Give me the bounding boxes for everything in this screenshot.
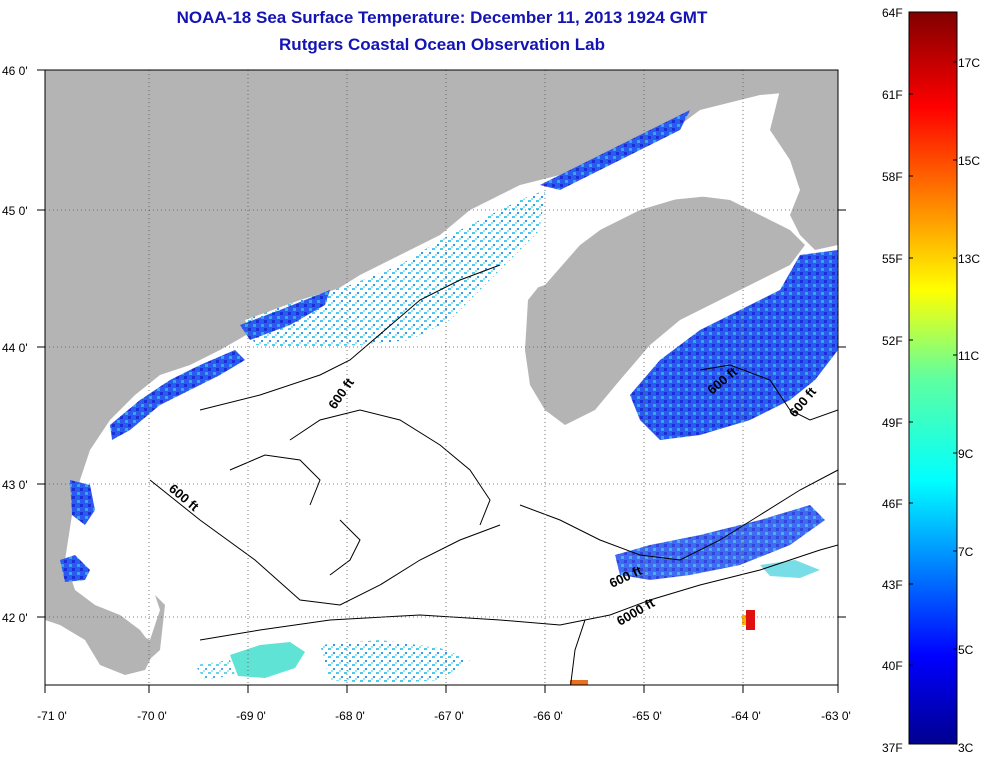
colorbar-f-label: 61F bbox=[882, 88, 903, 102]
sst-warm-spot-edge bbox=[742, 615, 746, 625]
lon-tick-label: -67 0' bbox=[434, 709, 464, 723]
sst-map: -71 0' -70 0' -69 0' -68 0' -67 0' -66 0… bbox=[2, 64, 851, 723]
plot-frame bbox=[44, 69, 839, 686]
colorbar-f-label: 55F bbox=[882, 252, 903, 266]
sst-warm-spot-2 bbox=[570, 680, 588, 685]
colorbar-c-label: 15C bbox=[958, 154, 980, 168]
tick-marks bbox=[37, 69, 846, 693]
sst-cape-ann-blue bbox=[60, 555, 90, 582]
lat-tick-label: 46 0' bbox=[2, 64, 28, 78]
colorbar-f-label: 40F bbox=[882, 659, 903, 673]
lon-tick-label: -65 0' bbox=[632, 709, 662, 723]
colorbar-f-ticks bbox=[909, 11, 957, 666]
isobath-600-scotian bbox=[699, 364, 838, 421]
lon-tick-label: -66 0' bbox=[533, 709, 563, 723]
sst-southern-cyan bbox=[230, 642, 305, 678]
lon-tick-label: -64 0' bbox=[731, 709, 761, 723]
land-cape-cod bbox=[100, 595, 165, 668]
sst-west-shore-blue bbox=[70, 480, 95, 525]
lat-tick-label: 45 0' bbox=[2, 204, 28, 218]
colorbar-f-label: 52F bbox=[882, 334, 903, 348]
colorbar-f-labels: 64F 61F 58F 55F 52F 49F 46F 43F 40F 37F bbox=[882, 6, 903, 755]
colorbar-c-label: 5C bbox=[958, 643, 974, 657]
land-mainland bbox=[45, 70, 838, 675]
sst-warm-spot bbox=[746, 610, 755, 630]
lat-tick-label: 44 0' bbox=[2, 341, 28, 355]
lon-tick-label: -69 0' bbox=[236, 709, 266, 723]
bay-of-fundy bbox=[530, 160, 790, 290]
colorbar-c-label: 13C bbox=[958, 252, 980, 266]
sst-scotian-shelf-blue bbox=[630, 250, 838, 440]
colorbar-f-label: 46F bbox=[882, 497, 903, 511]
colorbar-c-label: 9C bbox=[958, 447, 974, 461]
colorbar-f-label: 58F bbox=[882, 170, 903, 184]
sst-maine-coast-blue bbox=[110, 350, 245, 440]
lat-tick-label: 43 0' bbox=[2, 478, 28, 492]
sst-georges-blue bbox=[615, 505, 825, 580]
colorbar-f-label: 49F bbox=[882, 416, 903, 430]
sst-fundy-blue bbox=[540, 110, 690, 190]
colorbar-f-label: 37F bbox=[882, 741, 903, 755]
isobath-6000 bbox=[199, 544, 838, 685]
land-nova-scotia bbox=[525, 195, 805, 425]
colorbar-gradient bbox=[908, 11, 958, 745]
isobath-600-gulf-interior bbox=[229, 409, 491, 576]
map-subtitle: Rutgers Coastal Ocean Observation Lab bbox=[279, 35, 605, 54]
colorbar-c-labels: 17C 15C 13C 11C 9C 7C 5C 3C bbox=[958, 56, 980, 755]
isobath-600-georges bbox=[519, 469, 838, 561]
lon-tick-label: -70 0' bbox=[137, 709, 167, 723]
lat-tick-label: 42 0' bbox=[2, 611, 28, 625]
lon-tick-label: -63 0' bbox=[821, 709, 851, 723]
colorbar-f-label: 43F bbox=[882, 578, 903, 592]
sst-southern-cyan-3 bbox=[195, 660, 235, 680]
land-cape-breton bbox=[770, 80, 838, 250]
lon-tick-label: -71 0' bbox=[37, 709, 67, 723]
sst-southern-cyan-2 bbox=[320, 640, 470, 684]
lat-tick-labels: 46 0' 45 0' 44 0' 43 0' 42 0' bbox=[2, 64, 28, 625]
lon-tick-label: -68 0' bbox=[335, 709, 365, 723]
sst-midcoast-blue bbox=[240, 290, 330, 340]
colorbar-f-label: 64F bbox=[882, 6, 903, 20]
colorbar-c-label: 17C bbox=[958, 56, 980, 70]
colorbar-c-label: 11C bbox=[958, 349, 979, 363]
sst-coastal-gulf-maine bbox=[245, 190, 545, 348]
temperature-colorbar: 64F 61F 58F 55F 52F 49F 46F 43F 40F 37F … bbox=[882, 6, 980, 755]
isobath-600-west bbox=[149, 264, 501, 606]
lon-tick-labels: -71 0' -70 0' -69 0' -68 0' -67 0' -66 0… bbox=[37, 709, 851, 723]
colorbar-c-label: 7C bbox=[958, 545, 974, 559]
graticule bbox=[45, 70, 838, 685]
map-title: NOAA-18 Sea Surface Temperature: Decembe… bbox=[176, 8, 708, 27]
colorbar-c-label: 3C bbox=[958, 741, 974, 755]
